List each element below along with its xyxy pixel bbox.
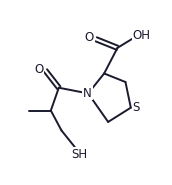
Text: SH: SH — [71, 148, 87, 161]
Text: O: O — [34, 63, 44, 76]
Text: OH: OH — [132, 28, 150, 41]
Text: S: S — [132, 101, 140, 114]
Text: N: N — [83, 87, 92, 100]
Text: O: O — [85, 31, 94, 44]
